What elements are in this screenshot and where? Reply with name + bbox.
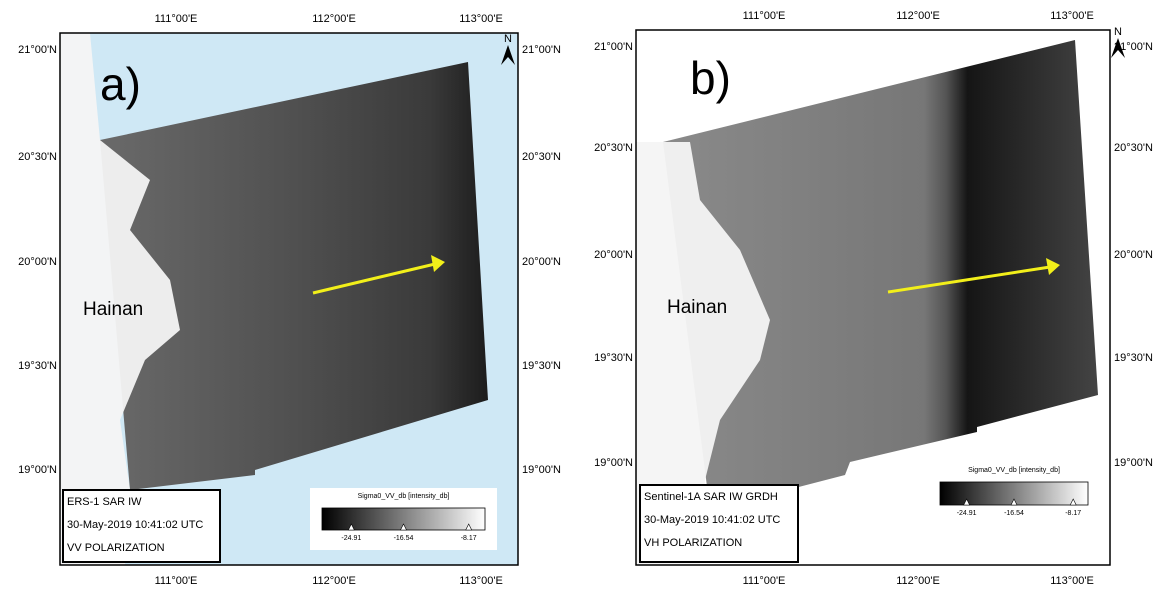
lat-tick-label: 20°30'N <box>18 151 57 163</box>
lon-tick-label: 112°00'E <box>896 10 940 22</box>
lon-tick-label: 111°00'E <box>155 575 198 587</box>
island-label: Hainan <box>83 299 143 320</box>
north-label: N <box>504 33 512 45</box>
lon-tick-label: 111°00'E <box>155 13 198 25</box>
lon-tick-label: 113°00'E <box>459 13 503 25</box>
lat-tick-label: 21°00'N <box>594 41 633 53</box>
lat-tick-label: 20°00'N <box>1114 249 1153 261</box>
lon-tick-label: 113°00'E <box>1050 575 1094 587</box>
lat-tick-label: 20°00'N <box>594 249 633 261</box>
colorbar-title: Sigma0_VV_db [intensity_db] <box>968 467 1060 474</box>
info-text: Sentinel-1A SAR IW GRDH <box>644 491 778 503</box>
colorbar-tick-label: -24.91 <box>957 510 977 517</box>
lat-tick-label: 19°00'N <box>1114 457 1153 469</box>
lat-tick-label: 20°00'N <box>18 256 57 268</box>
lat-tick-label: 19°00'N <box>18 464 57 476</box>
lon-tick-label: 113°00'E <box>1050 10 1094 22</box>
panel-label: a) <box>100 58 141 110</box>
lat-tick-label: 20°30'N <box>522 151 561 163</box>
lat-tick-label: 19°00'N <box>594 457 633 469</box>
lat-tick-label: 19°30'N <box>522 360 561 372</box>
info-text: VH POLARIZATION <box>644 537 742 549</box>
lat-tick-label: 19°00'N <box>522 464 561 476</box>
lon-tick-label: 112°00'E <box>312 13 356 25</box>
info-text: VV POLARIZATION <box>67 542 165 554</box>
info-text: 30-May-2019 10:41:02 UTC <box>67 519 203 531</box>
north-label: N <box>1114 26 1122 38</box>
lat-tick-label: 19°30'N <box>1114 352 1153 364</box>
colorbar-tick-label: -16.54 <box>394 535 414 542</box>
figure: 111°00'E 111°00'E 112°00'E 112°00'E 113°00'E… <box>0 0 1171 595</box>
lat-tick-label: 20°30'N <box>594 142 633 154</box>
island-label: Hainan <box>667 297 727 318</box>
lon-tick-label: 111°00'E <box>743 575 786 587</box>
colorbar-title: Sigma0_VV_db [intensity_db] <box>358 493 450 500</box>
lat-tick-label: 20°00'N <box>522 256 561 268</box>
lat-tick-label: 21°00'N <box>522 44 561 56</box>
lon-tick-label: 113°00'E <box>459 575 503 587</box>
info-text: 30-May-2019 10:41:02 UTC <box>644 514 780 526</box>
lon-tick-label: 111°00'E <box>743 10 786 22</box>
lat-tick-label: 21°00'N <box>18 44 57 56</box>
lat-tick-label: 20°30'N <box>1114 142 1153 154</box>
lat-tick-label: 19°30'N <box>18 360 57 372</box>
page: 111°00'E 111°00'E 112°00'E 112°00'E 113°00'E… <box>0 0 1171 595</box>
colorbar-tick-label: -8.17 <box>461 535 477 542</box>
info-text: ERS-1 SAR IW <box>67 496 142 508</box>
colorbar-tick-label: -8.17 <box>1065 510 1081 517</box>
colorbar-tick-label: -16.54 <box>1004 510 1024 517</box>
panel-label: b) <box>690 52 731 104</box>
lat-tick-label: 19°30'N <box>594 352 633 364</box>
colorbar-tick-label: -24.91 <box>341 535 361 542</box>
lon-tick-label: 112°00'E <box>896 575 940 587</box>
lon-tick-label: 112°00'E <box>312 575 356 587</box>
